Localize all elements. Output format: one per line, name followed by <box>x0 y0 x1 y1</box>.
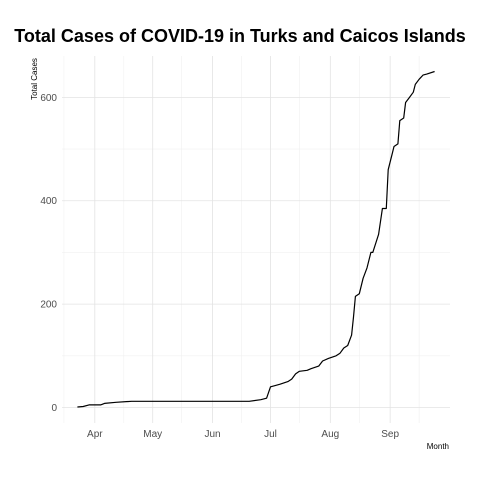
y-tick-label: 400 <box>40 196 57 207</box>
x-axis-ticks: Apr May Jun Jul Aug Sep <box>87 429 399 440</box>
series-layer <box>77 70 435 408</box>
y-axis-ticks: 0 200 400 600 <box>40 93 57 414</box>
x-tick-label: Sep <box>381 429 399 440</box>
y-axis-title: Total Cases <box>30 58 39 100</box>
y-tick-label: 600 <box>40 93 57 104</box>
series-line <box>77 70 435 408</box>
chart-title: Total Cases of COVID-19 in Turks and Cai… <box>14 26 466 46</box>
grid-lines <box>62 56 450 423</box>
x-tick-label: Apr <box>87 429 103 440</box>
x-tick-label: Jul <box>264 429 277 440</box>
x-tick-label: Jun <box>205 429 221 440</box>
x-tick-label: May <box>143 429 162 440</box>
y-tick-label: 0 <box>51 403 57 414</box>
y-tick-label: 200 <box>40 300 57 311</box>
x-axis-title: Month <box>427 442 449 451</box>
x-tick-label: Aug <box>321 429 339 440</box>
